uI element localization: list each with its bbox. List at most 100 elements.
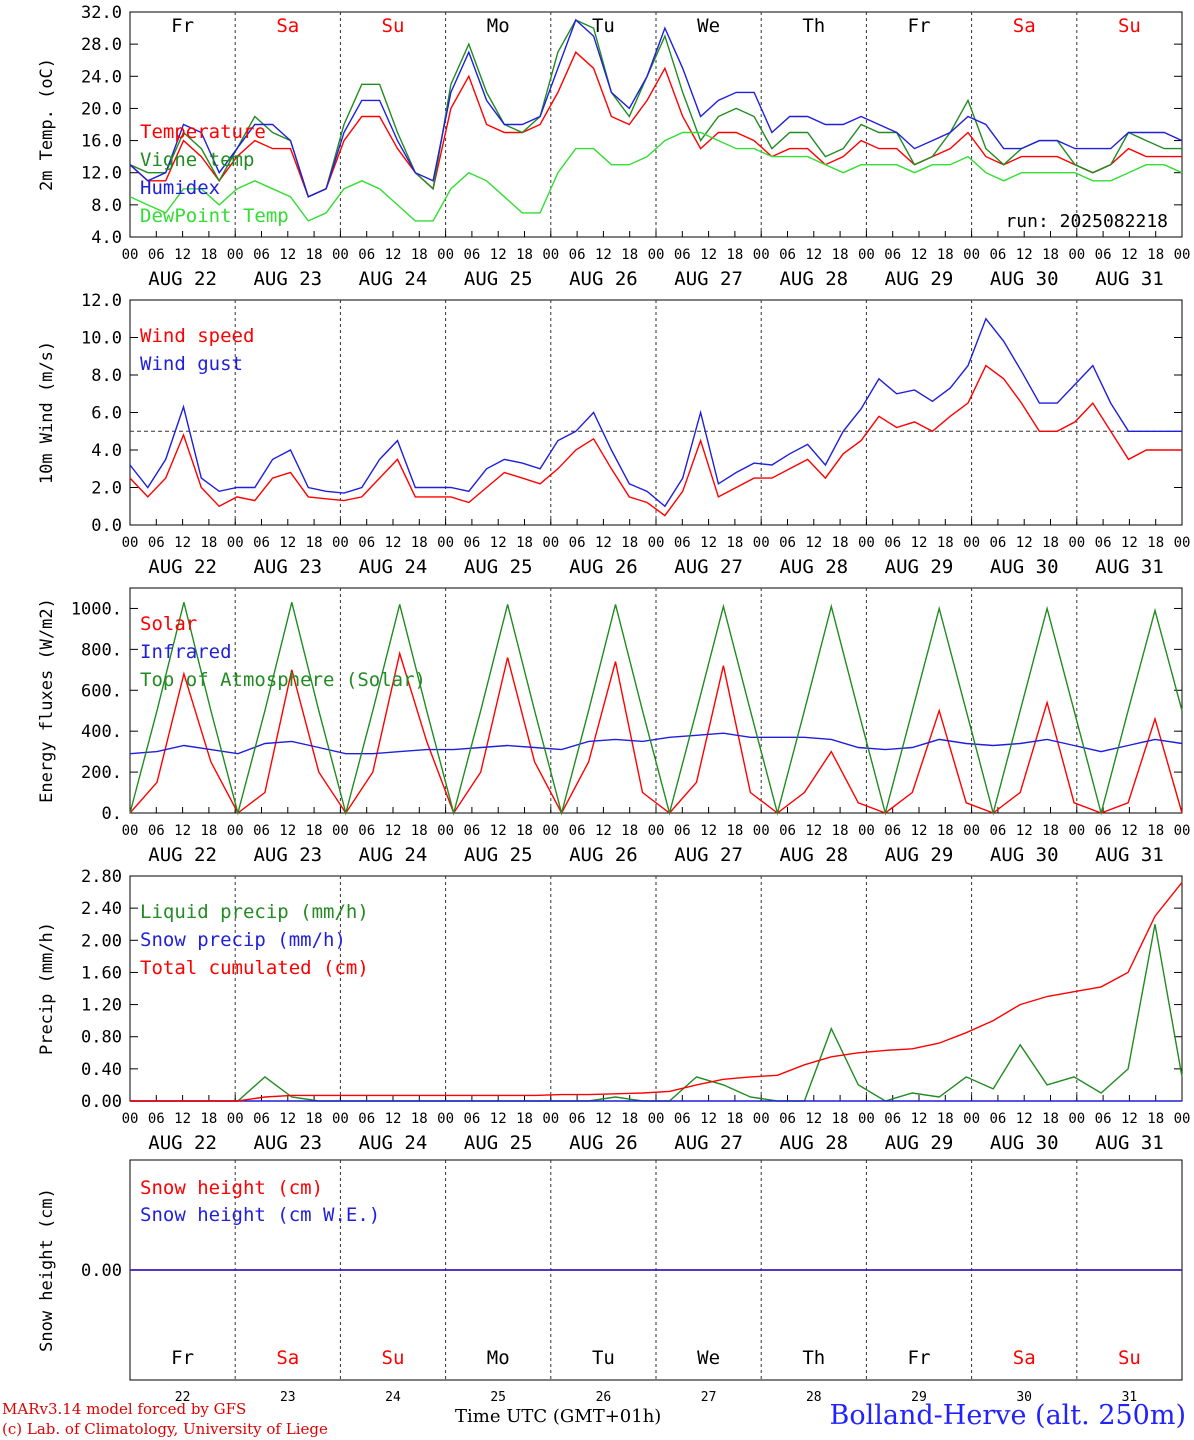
hour-tick-label: 00	[122, 247, 139, 263]
y-tick-label: 0.40	[81, 1060, 122, 1080]
day-number-label: 23	[280, 1390, 296, 1405]
hour-tick-label: 12	[174, 535, 191, 551]
hour-tick-label: 00	[332, 247, 349, 263]
hour-tick-label: 18	[516, 247, 533, 263]
hour-tick-label: 06	[148, 1111, 165, 1127]
y-tick-label: 1000.	[71, 599, 122, 619]
hour-tick-label: 18	[306, 1111, 323, 1127]
hour-tick-label: 18	[726, 1111, 743, 1127]
run-label: run: 2025082218	[1005, 211, 1168, 232]
hour-tick-label: 06	[569, 247, 586, 263]
hour-tick-label: 00	[1068, 535, 1085, 551]
y-tick-label: 2.0	[91, 479, 122, 499]
panel-temp: 4.0 8.0 12.0 16.0 20.0 24.0 28.0 32.0 2m Temp. (…	[37, 3, 1190, 290]
y-tick-label: 8.0	[91, 366, 122, 386]
hour-tick-label: 00	[858, 247, 875, 263]
hour-tick-label: 06	[463, 1111, 480, 1127]
day-label: AUG 22	[148, 844, 217, 866]
y-tick-label: 600.	[81, 681, 122, 701]
hour-tick-label: 12	[1016, 823, 1033, 839]
hour-tick-label: 06	[989, 535, 1006, 551]
day-label: AUG 31	[1095, 844, 1164, 866]
weekday-label: Su	[1118, 1347, 1141, 1369]
hour-tick-label: 06	[569, 1111, 586, 1127]
day-label: AUG 24	[359, 556, 428, 578]
hour-tick-label: 12	[490, 823, 507, 839]
hour-tick-label: 12	[595, 535, 612, 551]
hour-tick-label: 12	[595, 247, 612, 263]
hour-tick-label: 12	[700, 823, 717, 839]
hour-tick-label: 00	[542, 247, 559, 263]
weekday-label: Fr	[171, 15, 194, 37]
hour-tick-label: 18	[621, 1111, 638, 1127]
hour-tick-label: 18	[1147, 1111, 1164, 1127]
series-line-wind-gust	[129, 317, 1182, 508]
hour-tick-label: 00	[648, 1111, 665, 1127]
hour-tick-label: 18	[306, 247, 323, 263]
panel-energy: 0. 200. 400. 600. 800. 1000. Energy fluxes (W/…	[37, 587, 1190, 866]
weekday-label: Fr	[171, 1347, 194, 1369]
hour-tick-label: 06	[989, 1111, 1006, 1127]
weekday-label: Mo	[487, 15, 510, 37]
y-axis-label: 2m Temp. (oC)	[37, 58, 57, 191]
hour-tick-label: 06	[148, 247, 165, 263]
hour-tick-label: 12	[279, 823, 296, 839]
hour-tick-label: 06	[1095, 535, 1112, 551]
legend-entry: Humidex	[140, 177, 220, 199]
day-label: AUG 30	[990, 1132, 1059, 1154]
day-label: AUG 29	[885, 844, 954, 866]
y-tick-label: 1.60	[81, 963, 122, 983]
series-line-top-of-atmosphere-solar-	[129, 602, 1183, 816]
hour-tick-label: 12	[1016, 535, 1033, 551]
hour-tick-label: 12	[1121, 823, 1138, 839]
day-label: AUG 28	[779, 556, 848, 578]
hour-tick-label: 12	[805, 823, 822, 839]
y-tick-label: 32.0	[81, 3, 122, 23]
series-line-solar	[129, 650, 1183, 815]
hour-tick-label: 06	[1095, 1111, 1112, 1127]
y-axis-label: Snow height (cm)	[37, 1188, 57, 1352]
hour-tick-label: 18	[1147, 247, 1164, 263]
hour-tick-label: 12	[279, 247, 296, 263]
hour-tick-label: 06	[253, 247, 270, 263]
hour-tick-label: 00	[858, 535, 875, 551]
hour-tick-label: 18	[411, 535, 428, 551]
weekday-label: Mo	[487, 1347, 510, 1369]
hour-tick-label: 00	[648, 535, 665, 551]
hour-tick-label: 18	[1042, 535, 1059, 551]
day-label: AUG 24	[359, 844, 428, 866]
hour-tick-label: 00	[753, 247, 770, 263]
hour-tick-label: 12	[911, 823, 928, 839]
day-label: AUG 24	[359, 1132, 428, 1154]
day-number-label: 26	[596, 1390, 612, 1405]
hour-tick-label: 12	[1121, 535, 1138, 551]
hour-tick-label: 00	[332, 535, 349, 551]
hour-tick-label: 12	[595, 1111, 612, 1127]
hour-tick-label: 00	[858, 823, 875, 839]
hour-tick-label: 18	[832, 535, 849, 551]
hour-tick-label: 06	[463, 247, 480, 263]
day-label: AUG 27	[674, 268, 743, 290]
hour-tick-label: 00	[1068, 1111, 1085, 1127]
day-number-label: 30	[1016, 1390, 1032, 1405]
day-label: AUG 24	[359, 268, 428, 290]
y-axis-label: Energy fluxes (W/m2)	[37, 598, 57, 803]
hour-tick-label: 18	[516, 823, 533, 839]
weekday-label: Su	[382, 1347, 405, 1369]
y-tick-label: 2.40	[81, 899, 122, 919]
panel-precip: 0.00 0.40 0.80 1.20 1.60 2.00 2.40 2.80 Precip (…	[37, 867, 1190, 1154]
y-tick-label: 12.0	[81, 291, 122, 311]
y-tick-label: 16.0	[81, 132, 122, 152]
hour-tick-label: 06	[779, 1111, 796, 1127]
hour-tick-label: 00	[227, 247, 244, 263]
hour-tick-label: 18	[1042, 247, 1059, 263]
weekday-label: Su	[1118, 15, 1141, 37]
model-credit: MARv3.14 model forced by GFS	[2, 1400, 247, 1418]
hour-tick-label: 12	[385, 535, 402, 551]
hour-tick-label: 12	[805, 535, 822, 551]
y-tick-label: 400.	[81, 722, 122, 742]
hour-tick-label: 12	[1121, 247, 1138, 263]
day-label: AUG 31	[1095, 556, 1164, 578]
weekday-label: Fr	[908, 15, 931, 37]
day-label: AUG 31	[1095, 268, 1164, 290]
